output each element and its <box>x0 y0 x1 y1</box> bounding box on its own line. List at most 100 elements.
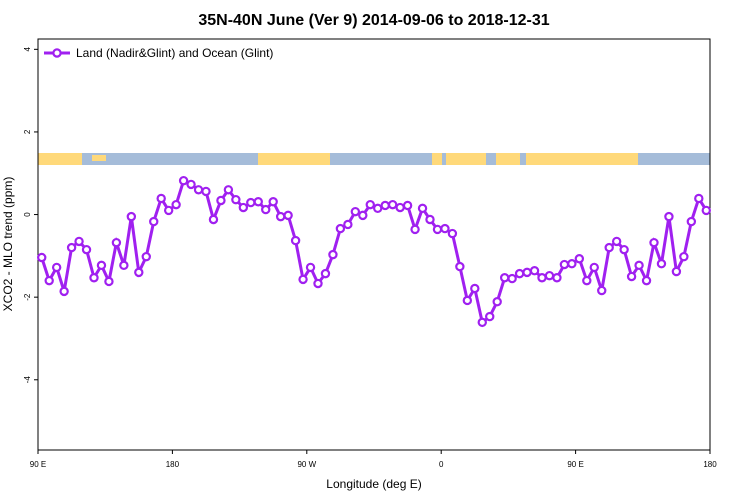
data-point <box>574 254 585 264</box>
y-axis-label: XCO2 - MLO trend (ppm) <box>1 177 15 312</box>
x-tick-label: 90 E <box>30 460 46 469</box>
data-point <box>589 262 599 273</box>
data-point <box>223 185 234 195</box>
data-point <box>395 202 405 213</box>
data-point <box>470 283 480 294</box>
data-point <box>552 273 562 283</box>
data-point <box>626 271 637 282</box>
data-point <box>425 214 435 225</box>
data-point <box>44 275 54 286</box>
data-point <box>499 273 510 283</box>
data-point <box>96 260 107 271</box>
data-point <box>537 273 547 283</box>
data-point <box>305 262 316 273</box>
data-point <box>373 203 383 214</box>
data-point <box>462 295 473 306</box>
data-point <box>104 276 114 287</box>
data-point <box>290 235 301 246</box>
data-point <box>343 219 353 230</box>
data-point <box>567 259 577 269</box>
data-point <box>477 317 487 328</box>
data-point <box>641 275 652 286</box>
data-point <box>335 223 346 234</box>
data-point <box>134 267 144 278</box>
data-point <box>410 224 420 235</box>
data-point <box>328 249 338 260</box>
land-ocean-band <box>38 153 710 165</box>
data-point <box>111 237 122 248</box>
x-tick-label: 0 <box>439 460 444 469</box>
data-point <box>74 236 84 247</box>
data-point <box>51 262 62 273</box>
data-point <box>686 216 697 227</box>
data-point <box>671 266 682 277</box>
data-point <box>320 268 331 279</box>
data-point <box>156 193 166 204</box>
legend-marker <box>52 48 62 58</box>
data-point <box>507 273 517 284</box>
x-tick-label: 90 E <box>567 460 583 469</box>
data-point <box>81 244 92 255</box>
data-point <box>268 197 278 207</box>
data-point <box>455 261 465 272</box>
x-axis-label: Longitude (deg E) <box>326 477 421 491</box>
data-point <box>582 275 592 286</box>
data-point <box>178 175 189 186</box>
data-point <box>350 206 361 217</box>
data-point <box>514 268 525 279</box>
data-point <box>365 199 375 210</box>
data-point <box>313 278 323 289</box>
data-point <box>171 199 181 210</box>
data-point <box>119 260 129 271</box>
y-tick-label: -4 <box>23 376 32 384</box>
data-point <box>246 197 256 208</box>
data-point <box>231 194 241 205</box>
data-point <box>402 200 413 211</box>
data-point <box>701 205 711 216</box>
data-point <box>619 244 629 255</box>
data-point <box>358 210 368 221</box>
data-point <box>186 179 196 190</box>
data-point <box>126 211 137 222</box>
data-point <box>141 251 151 262</box>
data-point <box>694 193 704 204</box>
data-point <box>208 214 219 225</box>
data-point <box>59 286 69 297</box>
data-point <box>440 223 450 234</box>
data-point <box>544 270 555 281</box>
chart-title: 35N-40N June (Ver 9) 2014-09-06 to 2018-… <box>198 12 549 29</box>
data-point <box>216 195 226 206</box>
data-point <box>417 203 428 214</box>
data-point <box>485 311 495 322</box>
data-point <box>163 205 174 216</box>
data-point <box>380 200 390 211</box>
data-point <box>649 237 659 248</box>
data-point <box>522 267 532 278</box>
data-point <box>432 224 443 235</box>
data-point <box>597 285 607 296</box>
legend-label: Land (Nadir&Glint) and Ocean (Glint) <box>76 46 273 60</box>
data-point <box>275 211 286 222</box>
y-tick-label: 4 <box>23 47 32 52</box>
data-point <box>447 228 458 239</box>
data-point <box>529 266 540 276</box>
x-tick-label: 180 <box>703 460 717 469</box>
y-tick-label: 0 <box>23 212 32 217</box>
data-point <box>253 197 263 207</box>
y-tick-label: -2 <box>23 293 32 301</box>
data-point <box>679 251 689 262</box>
x-tick-label: 90 W <box>297 460 316 469</box>
data-point <box>611 236 622 247</box>
data-point <box>66 242 77 253</box>
data-point <box>37 252 47 263</box>
data-point <box>283 210 293 221</box>
data-point <box>559 259 570 270</box>
data-point <box>201 186 211 197</box>
x-tick-label: 180 <box>166 460 180 469</box>
data-point <box>193 185 204 195</box>
data-point <box>634 260 644 271</box>
plot-frame <box>37 38 711 451</box>
data-point <box>604 242 614 253</box>
data-point <box>298 274 308 285</box>
